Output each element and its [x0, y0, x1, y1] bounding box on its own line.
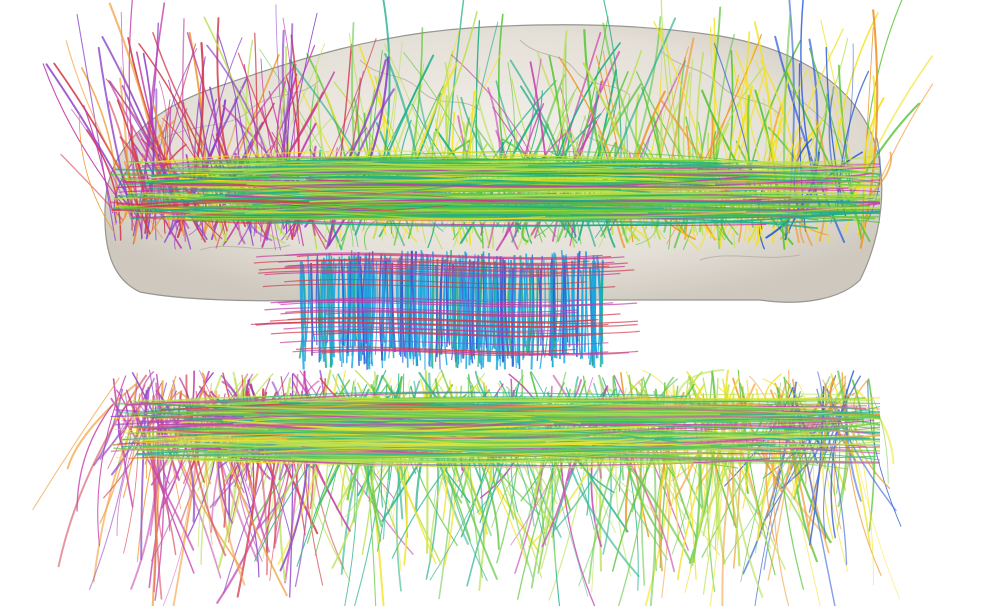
- fiber-strand: [309, 191, 849, 203]
- fiber-strand: [120, 206, 863, 213]
- fiber-strand: [86, 129, 122, 241]
- fiber-strand: [284, 278, 588, 285]
- fiber-strand: [285, 252, 603, 259]
- fiber-strand: [403, 52, 487, 213]
- fiber-strand: [859, 9, 879, 249]
- fiber-strand: [115, 182, 378, 194]
- fiber-strand: [230, 199, 538, 210]
- fiber-strand: [111, 200, 414, 215]
- fiber-strand: [142, 52, 155, 240]
- fiber-strand: [282, 205, 870, 215]
- fiber-strand: [116, 184, 849, 190]
- fiber-strand: [784, 0, 795, 240]
- reflection-fade: [0, 310, 1000, 606]
- fiber-strand: [759, 37, 849, 225]
- fiber-strand: [279, 171, 861, 184]
- fiber-strand: [785, 70, 871, 243]
- fiber-strand: [137, 201, 450, 213]
- fiber-strand: [298, 192, 881, 203]
- fiber-strand: [148, 204, 665, 213]
- fiber-strand: [244, 211, 546, 221]
- fiber-strand: [246, 176, 716, 186]
- fiber-strand: [226, 160, 528, 168]
- fiber-strand: [187, 212, 841, 227]
- fiber-strand: [321, 270, 621, 277]
- fiber-strand: [189, 159, 721, 165]
- fiber-strand: [140, 2, 166, 232]
- fiber-strand: [284, 264, 583, 271]
- fiber-strand: [280, 301, 592, 308]
- fiber-strand: [126, 193, 650, 201]
- fiber-strand: [157, 157, 580, 166]
- fiber-strand: [60, 153, 124, 221]
- fiber-strand: [253, 260, 628, 266]
- fiber-strand: [119, 205, 449, 217]
- fiber-strand: [83, 105, 114, 214]
- fiber-bundles-upper: [42, 0, 934, 251]
- fiber-strand: [235, 167, 881, 177]
- fiber-strand: [320, 297, 582, 304]
- fiber-strand: [808, 67, 819, 248]
- fiber-strand: [287, 263, 610, 270]
- fiber-strand: [150, 182, 846, 191]
- fiber-strand: [130, 213, 750, 220]
- fiber-strand: [164, 196, 881, 204]
- fiber-strand: [273, 171, 625, 179]
- fiber-strand: [145, 176, 638, 188]
- fiber-strand: [154, 108, 188, 241]
- fiber-strand: [262, 283, 616, 290]
- fiber-strand: [258, 266, 635, 273]
- fiber-strand: [318, 258, 590, 265]
- fiber-strand: [97, 46, 133, 216]
- fiber-strand: [175, 181, 881, 187]
- fiber-strand: [127, 155, 865, 173]
- fiber-strand: [277, 300, 638, 306]
- fiber-strand: [78, 111, 116, 234]
- fiber-strand: [158, 150, 551, 163]
- fiber-strand: [42, 63, 135, 220]
- fiber-strand: [155, 114, 167, 214]
- fiber-strand: [305, 197, 881, 208]
- fiber-strand: [264, 271, 567, 278]
